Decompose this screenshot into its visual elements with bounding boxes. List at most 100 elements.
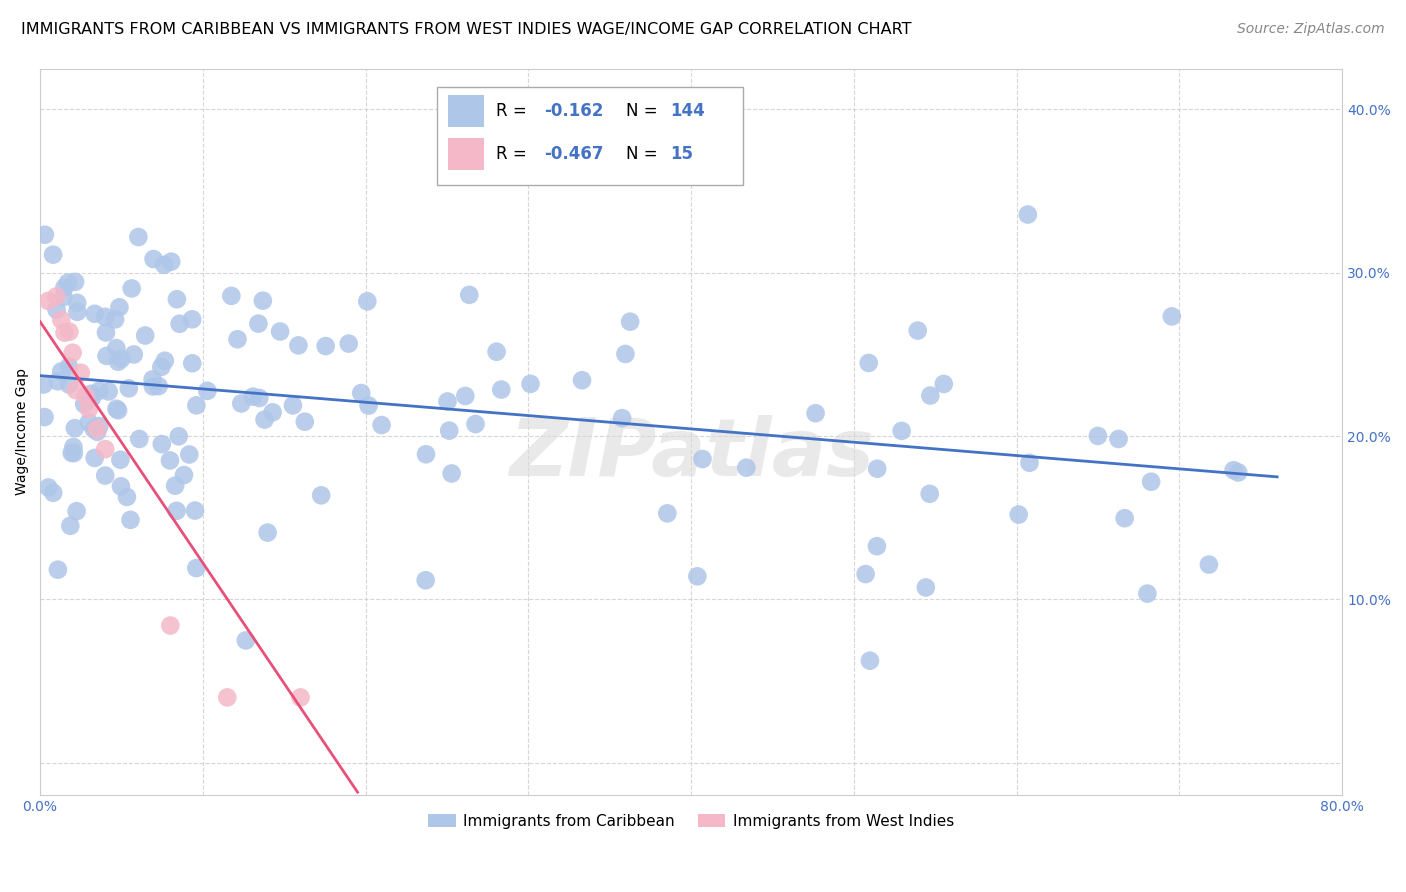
Point (89, 384, 111, 398)
Point (571, 373, 593, 387)
Point (415, 574, 437, 588)
Point (150, 359, 173, 374)
Point (165, 478, 187, 492)
Point (122, 347, 145, 361)
Point (159, 618, 181, 632)
Point (73, 397, 96, 411)
Point (415, 447, 437, 461)
Point (148, 379, 170, 393)
Point (66, 295, 89, 310)
Point (859, 654, 882, 668)
Point (51, 364, 73, 378)
Point (315, 339, 337, 353)
Point (181, 312, 204, 326)
Point (46, 374, 69, 388)
Point (235, 633, 257, 648)
Point (94, 442, 117, 456)
FancyBboxPatch shape (437, 87, 744, 185)
Point (58, 325, 80, 339)
Point (37, 293, 59, 308)
Point (53, 326, 76, 340)
Point (804, 406, 827, 420)
Point (1018, 456, 1040, 470)
Text: Source: ZipAtlas.com: Source: ZipAtlas.com (1237, 22, 1385, 37)
Point (58, 377, 80, 392)
Point (63, 446, 86, 460)
Text: ZIPatlas: ZIPatlas (509, 415, 873, 492)
Point (217, 690, 239, 705)
Point (186, 398, 208, 412)
Text: -0.162: -0.162 (544, 102, 603, 120)
Point (614, 347, 637, 361)
Point (75, 389, 97, 403)
Point (107, 403, 129, 417)
Point (610, 411, 633, 425)
Point (34, 227, 56, 242)
Point (890, 424, 912, 438)
Point (62, 345, 84, 359)
Point (920, 388, 942, 402)
Point (105, 341, 128, 355)
Point (142, 252, 165, 266)
Point (1108, 432, 1130, 446)
Point (370, 417, 392, 432)
Point (37, 480, 59, 494)
Point (1017, 208, 1039, 222)
Point (115, 490, 138, 504)
Point (173, 468, 195, 483)
Point (356, 294, 378, 309)
Point (46, 563, 69, 577)
Point (96, 349, 118, 363)
Point (51, 313, 73, 327)
Point (686, 569, 709, 583)
Point (169, 317, 191, 331)
Point (42, 248, 65, 262)
Point (105, 401, 128, 416)
Point (127, 230, 149, 244)
Point (77, 402, 100, 417)
Point (247, 317, 270, 331)
Point (104, 312, 127, 326)
Point (69, 366, 91, 380)
Point (53, 280, 76, 294)
Point (120, 513, 142, 527)
Point (221, 289, 243, 303)
Point (181, 356, 204, 370)
Point (80, 386, 103, 401)
Point (166, 504, 188, 518)
FancyBboxPatch shape (447, 138, 484, 170)
Point (692, 452, 714, 467)
Point (83, 450, 105, 465)
Text: 144: 144 (671, 102, 704, 120)
Point (110, 452, 132, 467)
Point (89, 419, 111, 434)
Point (66, 305, 89, 319)
Point (253, 412, 276, 426)
Point (436, 394, 458, 409)
Point (153, 353, 176, 368)
Point (59, 518, 82, 533)
Point (65, 504, 87, 518)
Point (485, 344, 508, 359)
Point (32, 377, 55, 392)
Point (160, 254, 183, 268)
Point (83, 422, 105, 436)
Point (337, 336, 360, 351)
Point (34, 410, 56, 425)
Point (1222, 463, 1244, 477)
Point (77, 416, 100, 430)
Point (110, 351, 132, 366)
Text: N =: N = (626, 145, 658, 163)
Point (519, 376, 541, 391)
Y-axis label: Wage/Income Gap: Wage/Income Gap (15, 368, 30, 495)
Point (1227, 466, 1250, 480)
Point (1087, 429, 1109, 443)
Point (247, 391, 270, 405)
Point (262, 405, 284, 419)
Point (56, 276, 79, 290)
Point (309, 488, 332, 502)
Text: -0.467: -0.467 (544, 145, 603, 163)
Point (918, 487, 941, 501)
Point (166, 292, 188, 306)
Point (80, 391, 103, 405)
